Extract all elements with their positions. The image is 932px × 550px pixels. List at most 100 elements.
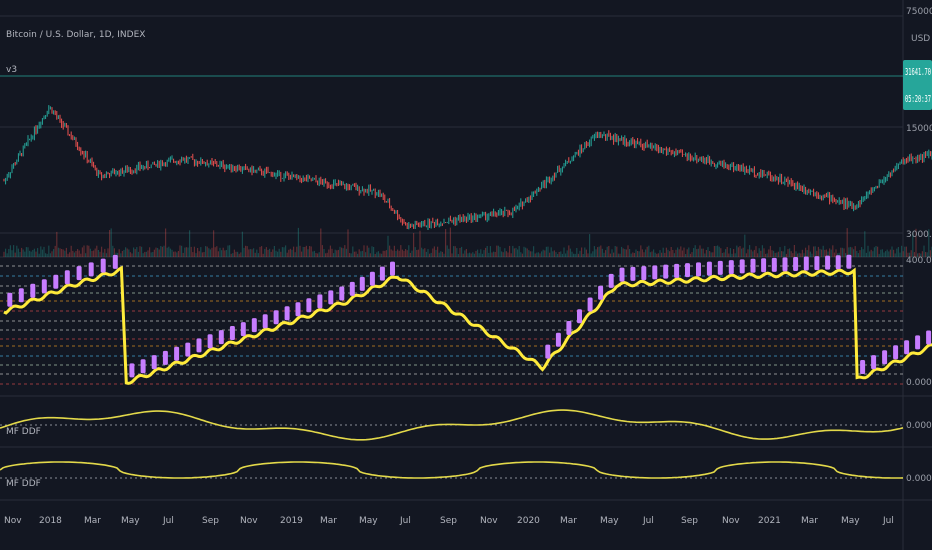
signal-marker bbox=[251, 318, 257, 333]
signal-marker bbox=[339, 286, 345, 301]
signal-marker bbox=[379, 266, 385, 281]
osc-axis-label: 400.000 bbox=[906, 256, 932, 266]
signal-marker bbox=[566, 321, 572, 335]
time-axis-label: Nov bbox=[480, 516, 498, 526]
signal-marker bbox=[771, 257, 777, 272]
signal-marker bbox=[284, 306, 290, 321]
signal-marker bbox=[18, 288, 24, 303]
oscillator-line bbox=[3, 265, 932, 385]
signal-marker bbox=[663, 264, 669, 279]
time-axis-label: Nov bbox=[4, 516, 22, 526]
price-tag-value: 31641.70 bbox=[905, 67, 931, 78]
signal-marker bbox=[88, 262, 94, 277]
time-axis-label: Nov bbox=[240, 516, 258, 526]
time-axis-label: May bbox=[359, 516, 378, 526]
signal-marker bbox=[728, 260, 734, 275]
signal-marker bbox=[825, 255, 831, 270]
signal-marker bbox=[174, 346, 180, 361]
time-axis[interactable]: Nov 2018 Mar May Jul Sep Nov 2019 Mar Ma… bbox=[4, 516, 894, 526]
price-gridlines bbox=[0, 15, 903, 234]
signal-marker bbox=[706, 261, 712, 276]
signal-marker bbox=[317, 294, 323, 309]
time-axis-label: May bbox=[121, 516, 140, 526]
signal-marker bbox=[390, 261, 395, 276]
time-axis-label: Jul bbox=[882, 516, 894, 526]
signal-marker bbox=[545, 344, 551, 359]
signal-marker bbox=[218, 330, 224, 345]
signal-marker bbox=[76, 266, 82, 281]
signal-marker bbox=[846, 254, 852, 269]
signal-marker bbox=[240, 322, 246, 337]
time-axis-label: 2021 bbox=[758, 516, 781, 526]
signal-marker bbox=[140, 359, 146, 374]
signal-marker bbox=[685, 263, 690, 278]
time-axis-label: Mar bbox=[320, 516, 337, 526]
signal-marker bbox=[750, 258, 756, 273]
time-axis-label: Jul bbox=[399, 516, 411, 526]
signal-marker bbox=[306, 298, 312, 313]
time-axis-label: Sep bbox=[440, 516, 457, 526]
indicator-3-label[interactable]: MF DDF bbox=[6, 479, 41, 489]
symbol-title[interactable]: Bitcoin / U.S. Dollar, 1D, INDEX bbox=[6, 30, 145, 40]
signal-marker bbox=[207, 334, 213, 349]
panel2-axis-label: 0.000 bbox=[906, 421, 932, 431]
signal-marker bbox=[598, 285, 604, 300]
signal-marker bbox=[359, 276, 365, 291]
price-series bbox=[3, 105, 932, 230]
signal-marker bbox=[696, 262, 701, 277]
signal-marker bbox=[185, 342, 191, 357]
time-axis-label: May bbox=[841, 516, 860, 526]
signal-marker bbox=[7, 292, 13, 307]
time-axis-label: Mar bbox=[84, 516, 101, 526]
signal-marker bbox=[717, 260, 723, 275]
signal-marker bbox=[674, 263, 680, 278]
time-axis-label: Jul bbox=[642, 516, 654, 526]
signal-marker bbox=[630, 266, 636, 281]
time-axis-label: Sep bbox=[681, 516, 698, 526]
signal-marker bbox=[882, 350, 888, 365]
signal-marker bbox=[273, 310, 279, 325]
panel3-axis-label: 0.000 bbox=[906, 474, 932, 484]
time-axis-label: Sep bbox=[202, 516, 219, 526]
time-axis-label: Mar bbox=[801, 516, 818, 526]
signal-marker bbox=[555, 332, 561, 347]
signal-marker bbox=[295, 302, 301, 317]
indicator-2-label[interactable]: MF DDF bbox=[6, 427, 41, 437]
volume-bars bbox=[3, 227, 932, 257]
signal-markers bbox=[7, 254, 932, 378]
signal-marker bbox=[893, 345, 899, 360]
signal-marker bbox=[369, 271, 375, 286]
signal-marker bbox=[229, 326, 235, 340]
signal-marker bbox=[793, 257, 799, 271]
signal-marker bbox=[64, 270, 70, 285]
signal-marker bbox=[328, 290, 334, 305]
signal-marker bbox=[904, 340, 910, 355]
signal-marker bbox=[814, 256, 820, 271]
price-axis-label: USD bbox=[911, 34, 930, 44]
signal-marker bbox=[871, 355, 877, 370]
signal-marker bbox=[30, 283, 36, 298]
signal-marker bbox=[739, 259, 745, 274]
time-axis-label: 2020 bbox=[517, 516, 540, 526]
signal-marker bbox=[162, 350, 168, 365]
price-axis[interactable]: 75000.00 USD 15000.00 3000.00 bbox=[906, 7, 932, 240]
indicator-1-label[interactable]: v3 bbox=[6, 65, 17, 75]
signal-marker bbox=[262, 314, 268, 329]
signal-marker bbox=[349, 281, 355, 296]
price-axis-label: 75000.00 bbox=[906, 7, 932, 17]
signal-marker bbox=[587, 297, 593, 312]
time-axis-label: May bbox=[600, 516, 619, 526]
price-tag: 31641.70 05:20:37 bbox=[903, 60, 932, 110]
price-tag-countdown: 05:20:37 bbox=[905, 94, 931, 105]
signal-marker bbox=[835, 255, 841, 270]
signal-marker bbox=[577, 309, 582, 324]
signal-marker bbox=[782, 257, 788, 272]
signal-marker bbox=[196, 338, 202, 353]
signal-marker bbox=[761, 258, 767, 273]
price-axis-label: 15000.00 bbox=[906, 124, 932, 134]
signal-marker bbox=[112, 254, 118, 269]
signal-marker bbox=[151, 355, 157, 370]
time-axis-label: Nov bbox=[722, 516, 740, 526]
